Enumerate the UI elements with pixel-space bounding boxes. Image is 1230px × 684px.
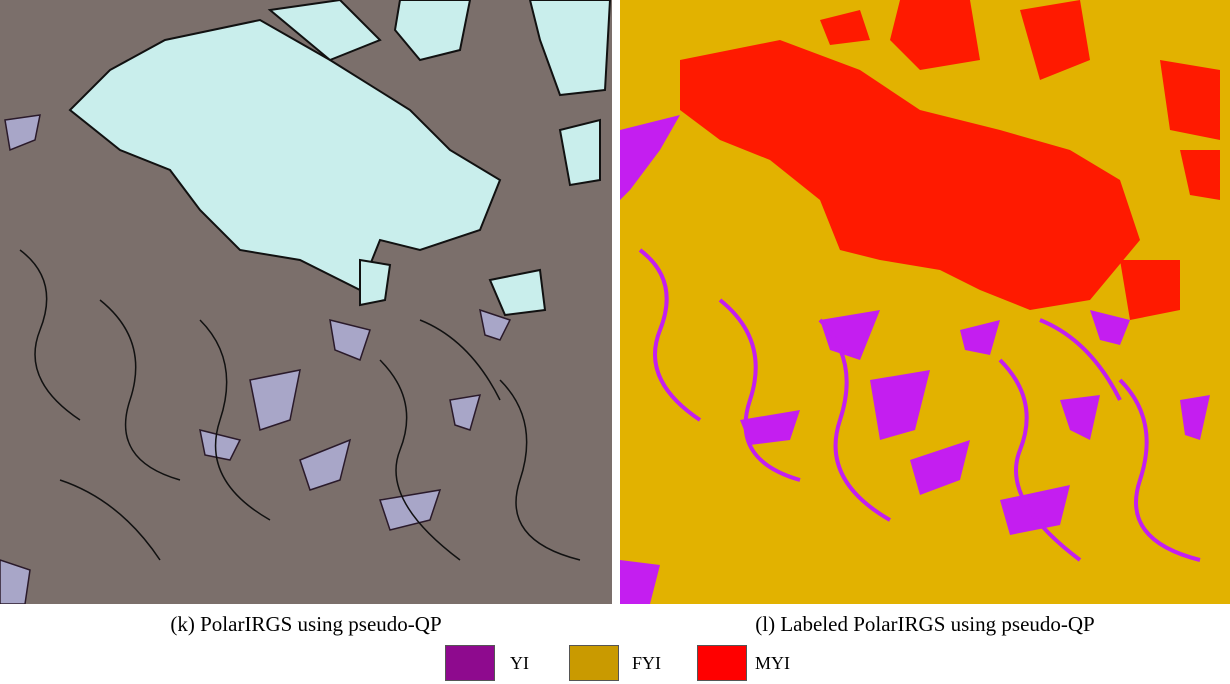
caption: (k) PolarIRGS using pseudo-QP — [0, 612, 612, 637]
legend-label: MYI — [755, 653, 790, 674]
legend-swatch — [569, 645, 619, 681]
segmentation-image — [0, 0, 612, 604]
labeled-image — [620, 0, 1230, 604]
legend-label: YI — [510, 653, 529, 674]
page: {"figure": { "panels": [ {"caption": "(k… — [0, 0, 1230, 684]
legend-swatch — [445, 645, 495, 681]
caption: (l) Labeled PolarIRGS using pseudo-QP — [620, 612, 1230, 637]
legend: YI FYI MYI — [0, 645, 1230, 681]
legend-swatch — [697, 645, 747, 681]
legend-label: FYI — [632, 653, 661, 674]
